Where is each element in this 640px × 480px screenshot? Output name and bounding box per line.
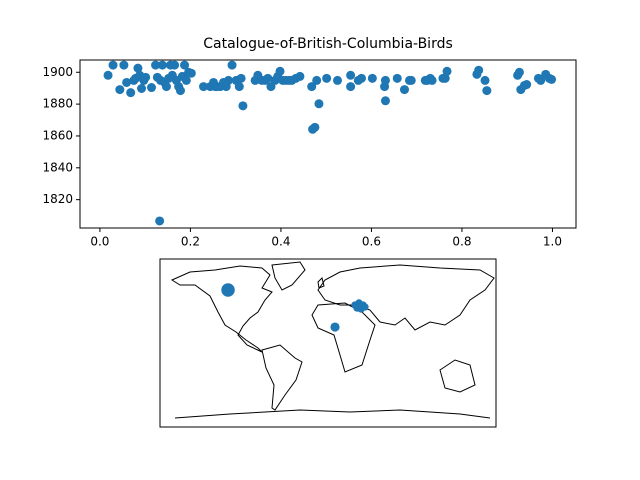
point — [427, 75, 437, 85]
point — [346, 70, 356, 80]
point — [161, 82, 171, 92]
point — [119, 60, 129, 70]
point — [236, 73, 246, 83]
point — [141, 72, 151, 82]
point — [186, 68, 196, 78]
map-point — [361, 303, 369, 311]
point — [122, 77, 132, 87]
point — [155, 216, 165, 226]
point — [310, 122, 320, 132]
coastline — [271, 261, 306, 291]
point — [392, 73, 402, 83]
point — [263, 73, 273, 83]
point — [238, 101, 248, 111]
y-tick-label: 1900 — [42, 65, 73, 79]
point — [157, 60, 167, 70]
x-tick-label: 0.8 — [452, 235, 471, 249]
y-tick-label: 1820 — [42, 192, 73, 206]
y-tick-label: 1880 — [42, 97, 73, 111]
point — [406, 75, 416, 85]
point — [234, 82, 244, 92]
point — [474, 65, 484, 75]
point — [147, 83, 157, 93]
coastline — [317, 277, 325, 289]
x-tick-label: 0.4 — [271, 235, 290, 249]
coastline — [170, 265, 273, 353]
point — [536, 75, 546, 85]
point — [480, 75, 490, 85]
x-tick-label: 0.2 — [181, 235, 200, 249]
point — [223, 75, 233, 85]
point — [175, 86, 185, 96]
point — [333, 75, 343, 85]
point — [514, 67, 524, 77]
point — [380, 75, 390, 85]
coastline — [174, 409, 491, 419]
point — [307, 82, 317, 92]
point — [322, 73, 332, 83]
point — [312, 75, 322, 85]
point — [180, 60, 190, 70]
point — [522, 80, 532, 90]
coastline — [317, 264, 495, 331]
map-point — [221, 283, 235, 297]
point — [115, 85, 125, 95]
map-point — [330, 322, 340, 332]
point — [199, 82, 209, 92]
point — [181, 75, 191, 85]
point — [108, 60, 118, 70]
point — [314, 99, 324, 109]
point — [126, 88, 136, 98]
y-tick-label: 1840 — [42, 160, 73, 174]
point — [380, 96, 390, 106]
point — [151, 60, 161, 70]
point — [295, 71, 305, 81]
x-tick-label: 1.0 — [543, 235, 562, 249]
point — [137, 84, 147, 94]
y-tick-label: 1860 — [42, 128, 73, 142]
point — [346, 82, 356, 92]
point — [547, 74, 557, 84]
point — [227, 60, 237, 70]
x-tick-label: 0.0 — [90, 235, 109, 249]
x-tick-label: 0.6 — [362, 235, 381, 249]
point — [170, 60, 180, 70]
coastline — [261, 344, 303, 411]
point — [367, 73, 377, 83]
point — [482, 86, 492, 96]
point — [103, 70, 113, 80]
point — [399, 85, 409, 95]
chart-title: Catalogue-of-British-Columbia-Birds — [203, 36, 453, 52]
coastline — [439, 359, 476, 393]
axes-frame — [79, 59, 577, 229]
point — [356, 73, 366, 83]
point — [275, 66, 285, 76]
map-frame — [159, 258, 497, 428]
point — [442, 66, 452, 76]
point — [133, 63, 143, 73]
point — [440, 73, 450, 83]
